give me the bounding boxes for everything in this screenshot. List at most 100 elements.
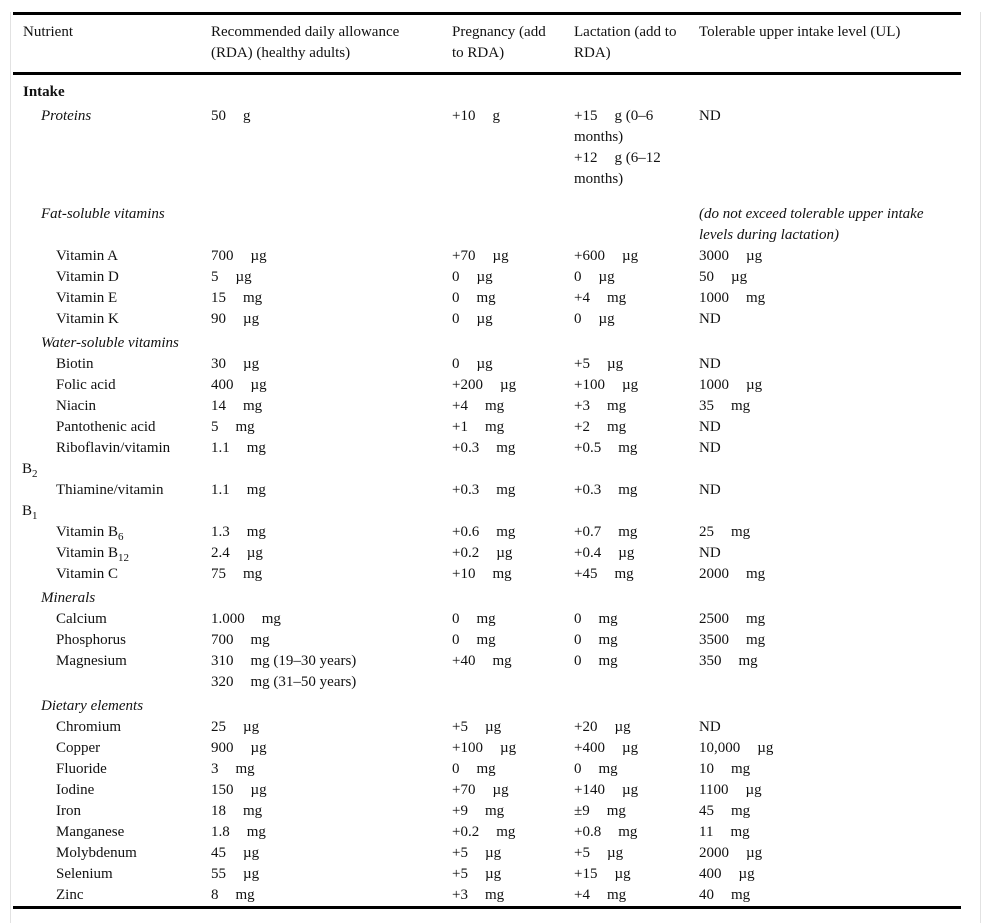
amount: +0.3	[452, 440, 480, 456]
cell-nutrient: Fluoride	[13, 759, 211, 780]
cell-nutrient: Molybdenum	[13, 843, 211, 864]
value-line: 2500 mg	[699, 609, 949, 630]
cell-pregnancy: +10 g	[452, 103, 574, 201]
cell-rda	[211, 693, 452, 717]
amount: +20	[574, 719, 598, 735]
amount: +0.3	[574, 482, 602, 498]
value-line: 400 µg	[699, 864, 949, 885]
cell-rda: 25 µg	[211, 717, 452, 738]
nutrient-label: Fluoride	[56, 761, 107, 777]
unit: µg	[250, 377, 267, 393]
nutrient-label: Intake	[23, 84, 65, 100]
cell-nutrient: Magnesium	[13, 651, 211, 693]
cell-pregnancy: +100 µg	[452, 738, 574, 759]
cell-rda: 14 mg	[211, 396, 452, 417]
amount: +0.7	[574, 524, 602, 540]
cell-rda: 30 µg	[211, 354, 452, 375]
amount: 30	[211, 356, 226, 372]
table-row: Vitamin D 5 µg 0 µg 0 µg 50 µg	[13, 267, 961, 288]
cell-rda: 45 µg	[211, 843, 452, 864]
amount: ND	[699, 719, 721, 735]
unit: mg	[496, 824, 516, 840]
table-row: Minerals	[13, 585, 961, 609]
amount: 1100	[699, 782, 729, 798]
cell-nutrient: Dietary elements	[13, 693, 211, 717]
cell-upper-intake	[699, 585, 961, 609]
cell-pregnancy: 0 µg	[452, 309, 574, 330]
value-line: ND	[699, 309, 949, 330]
unit: mg	[261, 611, 281, 627]
amount: 0	[574, 269, 582, 285]
value-line: 10 mg	[699, 759, 949, 780]
amount: 5	[211, 419, 219, 435]
cell-upper-intake: (do not exceed tolerable upper intake le…	[699, 201, 961, 246]
table-row: Calcium 1.000 mg 0 mg 0 mg 2500 mg	[13, 609, 961, 630]
value-line: +4 mg	[574, 885, 691, 906]
unit: µg	[243, 311, 260, 327]
amount: +400	[574, 740, 605, 756]
cell-nutrient: Riboflavin/vitamin B2	[13, 438, 211, 480]
cell-pregnancy: +5 µg	[452, 843, 574, 864]
table-row: Folic acid 400 µg +200 µg +100 µg 1000 µg	[13, 375, 961, 396]
cell-pregnancy: +0.6 mg	[452, 522, 574, 543]
unit: µg	[484, 845, 502, 861]
amount: 3500	[699, 632, 729, 648]
table-row: Phosphorus 700 mg 0 mg 0 mg 3500 mg	[13, 630, 961, 651]
amount: 1.3	[211, 524, 230, 540]
table-row: Iodine 150 µg +70 µg +140 µg 1100 µg	[13, 780, 961, 801]
value-line: 75 mg	[211, 564, 444, 585]
cell-pregnancy: 0 mg	[452, 609, 574, 630]
cell-nutrient: Iodine	[13, 780, 211, 801]
cell-lactation: +400 µg	[574, 738, 699, 759]
amount: +0.5	[574, 440, 602, 456]
unit: µg	[235, 269, 252, 285]
amount: 2000	[699, 845, 729, 861]
value-line: 55 µg	[211, 864, 444, 885]
amount: +70	[452, 782, 476, 798]
cell-upper-intake: 1000 mg	[699, 288, 961, 309]
amount: 310	[211, 653, 234, 669]
unit: mg	[618, 440, 638, 456]
amount: 150	[211, 782, 234, 798]
unit: mg	[746, 632, 766, 648]
cell-nutrient: Folic acid	[13, 375, 211, 396]
value-line: +70 µg	[452, 780, 566, 801]
amount: +0.3	[452, 482, 480, 498]
cell-upper-intake: 3000 µg	[699, 246, 961, 267]
cell-upper-intake: 350 mg	[699, 651, 961, 693]
amount: 0	[574, 632, 582, 648]
unit: mg	[246, 524, 266, 540]
value-line: ND	[699, 106, 949, 127]
value-line: 400 µg	[211, 375, 444, 396]
cell-rda: 90 µg	[211, 309, 452, 330]
table-row: Vitamin A 700 µg +70 µg +600 µg 3000 µg	[13, 246, 961, 267]
amount: 400	[699, 866, 722, 882]
value-line: 8 mg	[211, 885, 444, 906]
value-line: 45 mg	[699, 801, 949, 822]
value-line: +40 mg	[452, 651, 566, 672]
unit: mg	[738, 653, 758, 669]
cell-lactation: 0 mg	[574, 630, 699, 651]
value-line: 1.1 mg	[211, 480, 444, 501]
value-line: +5 µg	[452, 864, 566, 885]
amount: +70	[452, 248, 476, 264]
amount: 75	[211, 566, 226, 582]
cell-nutrient: Vitamin E	[13, 288, 211, 309]
nutrient-label: Vitamin K	[56, 311, 119, 327]
amount: +0.4	[574, 545, 602, 561]
value-line: 35 mg	[699, 396, 949, 417]
cell-rda: 75 mg	[211, 564, 452, 585]
unit: µg	[757, 740, 774, 756]
value-line: 320 mg (31–50 years)	[211, 672, 444, 693]
cell-rda: 18 mg	[211, 801, 452, 822]
amount: 2000	[699, 566, 729, 582]
value-line: 310 mg (19–30 years)	[211, 651, 444, 672]
unit: mg	[606, 398, 627, 414]
cell-nutrient: Vitamin C	[13, 564, 211, 585]
nutrient-label: Proteins	[41, 108, 92, 124]
unit: µg	[496, 545, 513, 561]
nutrient-label: Molybdenum	[56, 845, 137, 861]
value-line: 0 mg	[452, 759, 566, 780]
unit: mg	[618, 824, 638, 840]
amount: 10,000	[699, 740, 741, 756]
